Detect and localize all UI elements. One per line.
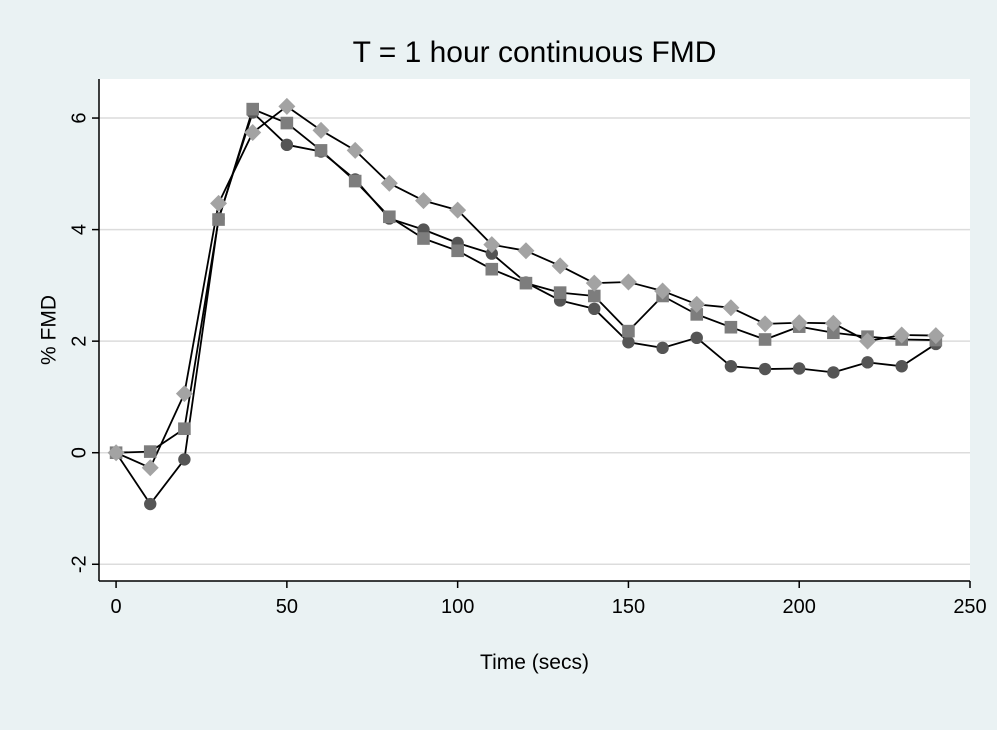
- y-tick-label: 4: [68, 224, 90, 235]
- data-point-square: [314, 144, 328, 157]
- data-point-diamond: [312, 121, 330, 139]
- y-tick-label: 6: [68, 112, 90, 123]
- data-point-diamond: [722, 299, 740, 317]
- data-point-circle: [485, 247, 499, 260]
- data-point-diamond: [449, 201, 467, 219]
- plot-area: [99, 79, 970, 581]
- y-axis-title: % FMD: [38, 295, 61, 365]
- data-point-square: [178, 422, 191, 436]
- chart-title: T = 1 hour continuous FMD: [353, 36, 717, 69]
- data-point-diamond: [210, 194, 228, 212]
- data-point-circle: [588, 302, 601, 316]
- data-point-square: [519, 276, 533, 290]
- data-point-diamond: [756, 315, 774, 333]
- data-point-square: [690, 308, 704, 321]
- data-point-square: [622, 324, 635, 338]
- data-point-diamond: [619, 273, 637, 291]
- data-point-square: [553, 286, 567, 299]
- data-point-circle: [827, 366, 840, 379]
- data-point-diamond: [585, 274, 603, 292]
- y-tick-label: 0: [68, 447, 90, 458]
- data-point-circle: [280, 138, 294, 152]
- data-point-circle: [793, 362, 806, 375]
- x-axis-title: Time (secs): [480, 651, 589, 674]
- x-tick-label: 150: [612, 596, 645, 618]
- data-point-circle: [861, 356, 874, 369]
- data-point-diamond: [551, 257, 569, 275]
- data-point-diamond: [244, 124, 262, 142]
- data-point-square: [587, 289, 601, 303]
- y-tick-label: -2: [68, 555, 90, 573]
- data-point-diamond: [380, 174, 398, 192]
- data-point-circle: [656, 341, 669, 355]
- data-point-diamond: [517, 242, 535, 260]
- data-point-circle: [178, 453, 191, 466]
- data-point-square: [451, 244, 464, 258]
- data-point-diamond: [414, 192, 432, 210]
- data-point-square: [280, 116, 294, 130]
- axes: -2 0 2 4 6 0 50 100 150 200 250: [68, 79, 987, 618]
- data-point-diamond: [483, 236, 501, 254]
- x-tick-label: 0: [111, 596, 122, 618]
- series-layer: [107, 97, 945, 511]
- data-point-circle: [758, 362, 772, 376]
- data-point-circle: [622, 336, 635, 349]
- data-point-circle: [690, 331, 703, 345]
- x-tick-label: 200: [783, 596, 816, 618]
- data-point-diamond: [927, 327, 945, 345]
- y-tick-label: 2: [68, 336, 90, 347]
- data-point-square: [246, 102, 260, 116]
- data-point-diamond: [859, 332, 877, 350]
- data-point-circle: [144, 497, 157, 511]
- data-point-square: [417, 232, 430, 245]
- data-point-diamond: [278, 97, 296, 115]
- data-point-circle: [895, 360, 908, 373]
- data-point-square: [485, 262, 499, 276]
- data-point-circle: [724, 360, 738, 373]
- data-point-square: [724, 320, 738, 334]
- data-point-diamond: [893, 326, 911, 344]
- data-point-diamond: [654, 282, 672, 300]
- data-point-diamond: [688, 295, 706, 313]
- data-point-square: [758, 333, 772, 346]
- series-markers: [107, 97, 945, 511]
- data-point-diamond: [107, 444, 125, 462]
- data-point-square: [827, 326, 840, 340]
- x-tick-label: 50: [276, 596, 298, 618]
- x-tick-label: 100: [441, 596, 474, 618]
- data-point-diamond: [824, 314, 842, 332]
- data-point-square: [348, 174, 362, 188]
- data-point-diamond: [141, 459, 159, 477]
- data-point-square: [143, 445, 157, 458]
- gridlines: [99, 117, 970, 566]
- x-tick-label: 250: [953, 596, 986, 618]
- data-point-square: [383, 210, 396, 224]
- data-point-diamond: [175, 385, 193, 403]
- data-point-square: [212, 213, 225, 226]
- data-point-diamond: [346, 141, 364, 159]
- data-point-diamond: [790, 314, 808, 332]
